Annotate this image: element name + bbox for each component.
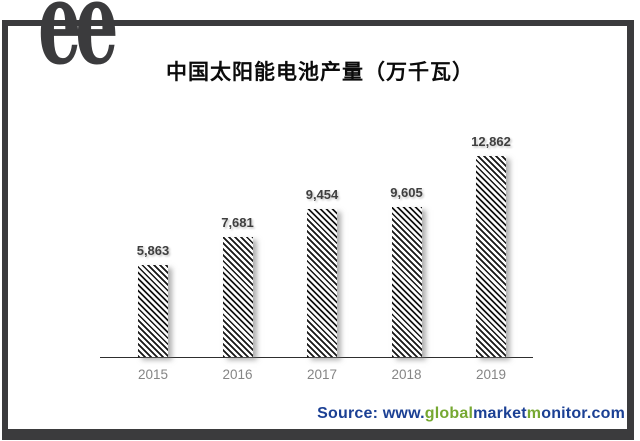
source-segment[interactable]: global (424, 405, 474, 422)
bar-value-2015: 5,863 (136, 243, 170, 258)
bar-value-2018: 9,605 (390, 185, 423, 200)
x-axis-line (100, 356, 533, 359)
source-segment[interactable]: Source: www. (317, 405, 425, 422)
bar-value-2019: 12,862 (471, 134, 511, 149)
source-segment[interactable]: market (473, 405, 527, 422)
svg-text:ee: ee (38, 0, 116, 76)
x-tick-2015: 2015 (137, 367, 169, 382)
x-tick-2017: 2017 (306, 367, 338, 382)
x-tick-2018: 2018 (391, 367, 422, 382)
bar-value-2016: 7,681 (221, 215, 254, 230)
bar-2018 (391, 207, 422, 357)
chart-title: 中国太阳能电池产量（万千瓦） (166, 61, 474, 84)
source-segment[interactable]: onitor.com (541, 405, 625, 422)
source-attribution-link[interactable]: Source: www.globalmarketmonitor.com (317, 405, 625, 423)
bar-2015 (138, 265, 168, 357)
bar-2019 (476, 156, 506, 357)
logo-ee-icon: ee (38, 0, 122, 76)
x-tick-2016: 2016 (222, 367, 253, 382)
bar-2016 (222, 237, 253, 357)
bar-2017 (307, 209, 337, 357)
x-tick-2019: 2019 (475, 367, 507, 382)
source-segment[interactable]: m (526, 405, 542, 422)
bar-value-2017: 9,454 (305, 187, 339, 202)
